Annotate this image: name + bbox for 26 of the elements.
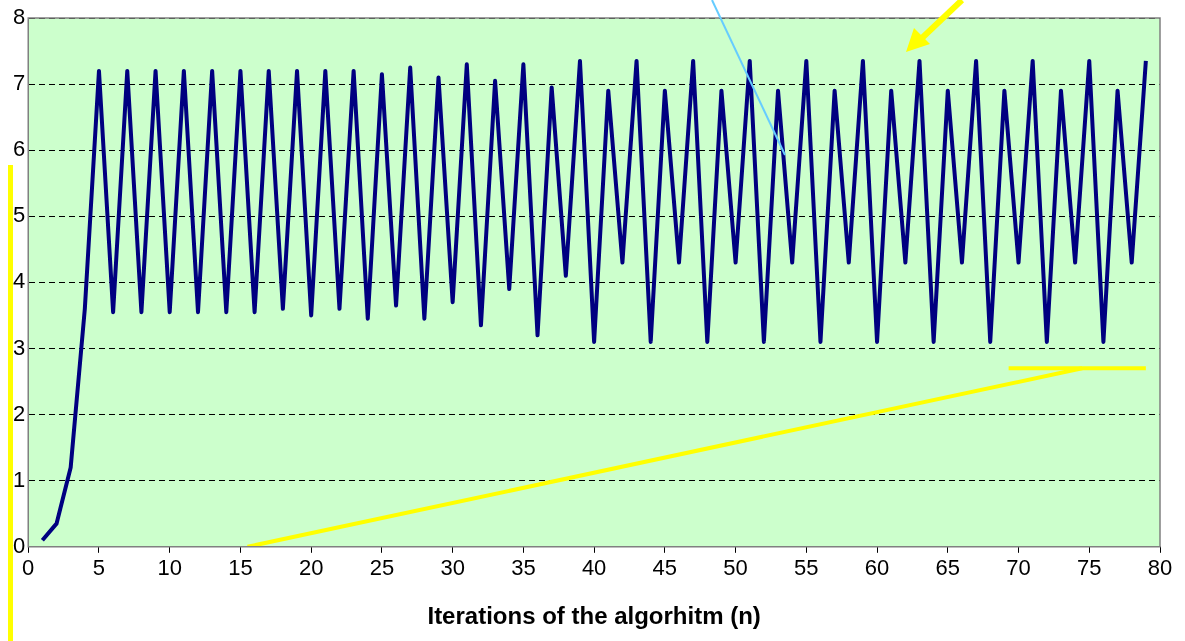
x-tick-label: 20 bbox=[298, 555, 324, 581]
x-tick-label: 45 bbox=[652, 555, 678, 581]
x-tick-label: 55 bbox=[794, 555, 819, 581]
y-tick-label: 7 bbox=[12, 70, 26, 96]
y-tick-label: 4 bbox=[12, 268, 26, 294]
x-tick-label: 10 bbox=[157, 555, 182, 581]
x-tick-label: 30 bbox=[440, 555, 465, 581]
y-tick-label: 6 bbox=[12, 136, 26, 162]
x-tick-label: 50 bbox=[723, 555, 748, 581]
x-tick-label: 15 bbox=[228, 555, 253, 581]
x-tick-label: 40 bbox=[581, 555, 607, 581]
x-tick-label: 75 bbox=[1077, 555, 1102, 581]
x-tick-label: 60 bbox=[864, 555, 890, 581]
y-tick-label: 3 bbox=[12, 334, 26, 360]
x-tick-label: 80 bbox=[1147, 555, 1173, 581]
y-tick-label: 5 bbox=[12, 202, 26, 228]
x-tick-label: 5 bbox=[92, 555, 106, 581]
x-axis-title: Iterations of the algorhitm (n) bbox=[427, 602, 761, 630]
x-tick-label: 65 bbox=[935, 555, 961, 581]
x-tick-label: 35 bbox=[511, 555, 536, 581]
y-tick-label: 0 bbox=[12, 532, 26, 558]
x-tick-label: 70 bbox=[1006, 555, 1031, 581]
y-tick-label: 2 bbox=[12, 400, 26, 426]
y-tick-label: 8 bbox=[12, 4, 26, 30]
x-tick-label: 25 bbox=[369, 555, 395, 581]
y-tick-label: 1 bbox=[12, 466, 26, 492]
